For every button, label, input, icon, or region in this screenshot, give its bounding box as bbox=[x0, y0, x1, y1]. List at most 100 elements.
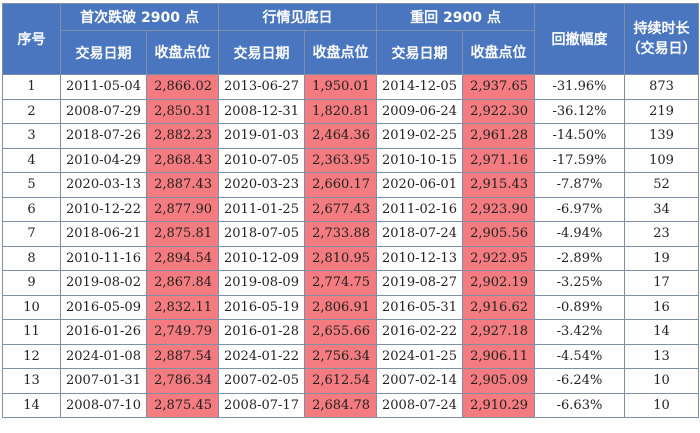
cell-first-break-date: 2016-05-09 bbox=[60, 294, 147, 320]
cell-seq: 7 bbox=[2, 221, 61, 247]
cell-back-close: 2,902.19 bbox=[462, 270, 535, 296]
cell-first-break-close: 2,832.11 bbox=[146, 294, 219, 320]
cell-duration: 10 bbox=[624, 392, 699, 418]
cell-duration: 10 bbox=[624, 368, 699, 394]
cell-seq: 9 bbox=[2, 270, 61, 296]
cell-bottom-close: 2,464.36 bbox=[304, 123, 377, 149]
cell-back-close: 2,906.11 bbox=[462, 343, 535, 369]
cell-drawdown: -3.42% bbox=[534, 319, 625, 345]
cell-drawdown: -31.96% bbox=[534, 74, 625, 100]
table-row: 1 2011-05-04 2,866.02 2013-06-27 1,950.01 201… bbox=[2, 74, 699, 100]
cell-bottom-date: 2010-07-05 bbox=[218, 147, 305, 173]
header-duration-line2: （交易日） bbox=[626, 41, 697, 57]
header-bottom: 行情见底日 bbox=[218, 3, 377, 31]
cell-bottom-close: 2,810.95 bbox=[304, 245, 377, 271]
cell-bottom-close: 2,677.43 bbox=[304, 196, 377, 222]
cell-first-break-close: 2,882.23 bbox=[146, 123, 219, 149]
cell-back-close: 2,916.62 bbox=[462, 294, 535, 320]
cell-bottom-date: 2016-05-19 bbox=[218, 294, 305, 320]
cell-bottom-close: 1,820.81 bbox=[304, 98, 377, 124]
table-row: 14 2008-07-10 2,875.45 2008-07-17 2,684.78 20… bbox=[2, 392, 699, 418]
cell-back-date: 2019-08-27 bbox=[376, 270, 463, 296]
cell-first-break-close: 2,887.43 bbox=[146, 172, 219, 198]
cell-bottom-date: 2016-01-28 bbox=[218, 319, 305, 345]
cell-drawdown: -36.12% bbox=[534, 98, 625, 124]
cell-duration: 13 bbox=[624, 343, 699, 369]
table-row: 4 2010-04-29 2,868.43 2010-07-05 2,363.95 201… bbox=[2, 147, 699, 173]
cell-drawdown: -14.50% bbox=[534, 123, 625, 149]
cell-seq: 1 bbox=[2, 74, 61, 100]
cell-first-break-date: 2011-05-04 bbox=[60, 74, 147, 100]
cell-back-close: 2,937.65 bbox=[462, 74, 535, 100]
cell-drawdown: -6.63% bbox=[534, 392, 625, 418]
cell-back-date: 2016-05-31 bbox=[376, 294, 463, 320]
cell-first-break-close: 2,887.54 bbox=[146, 343, 219, 369]
cell-back-close: 2,922.30 bbox=[462, 98, 535, 124]
cell-first-break-close: 2,868.43 bbox=[146, 147, 219, 173]
cell-first-break-close: 2,875.81 bbox=[146, 221, 219, 247]
cell-drawdown: -6.97% bbox=[534, 196, 625, 222]
header-seq: 序号 bbox=[2, 3, 61, 75]
cell-duration: 139 bbox=[624, 123, 699, 149]
header-first-break: 首次跌破 2900 点 bbox=[60, 3, 219, 31]
cell-bottom-close: 2,363.95 bbox=[304, 147, 377, 173]
table-row: 12 2024-01-08 2,887.54 2024-01-22 2,756.34 20… bbox=[2, 343, 699, 369]
cell-duration: 219 bbox=[624, 98, 699, 124]
header-close-point: 收盘点位 bbox=[462, 30, 535, 75]
cell-first-break-date: 2008-07-29 bbox=[60, 98, 147, 124]
cell-bottom-close: 2,774.75 bbox=[304, 270, 377, 296]
cell-back-date: 2016-02-22 bbox=[376, 319, 463, 345]
cell-back-date: 2020-06-01 bbox=[376, 172, 463, 198]
header-close-point: 收盘点位 bbox=[146, 30, 219, 75]
table-row: 5 2020-03-13 2,887.43 2020-03-23 2,660.17 202… bbox=[2, 172, 699, 198]
cell-first-break-close: 2,894.54 bbox=[146, 245, 219, 271]
cell-seq: 10 bbox=[2, 294, 61, 320]
table-container: 序号 首次跌破 2900 点 行情见底日 重回 2900 点 回撤幅度 持续时长… bbox=[2, 3, 699, 418]
cell-bottom-close: 2,612.54 bbox=[304, 368, 377, 394]
header-trade-date: 交易日期 bbox=[60, 30, 147, 75]
cell-first-break-date: 2008-07-10 bbox=[60, 392, 147, 418]
cell-bottom-date: 2007-02-05 bbox=[218, 368, 305, 394]
cell-bottom-close: 2,660.17 bbox=[304, 172, 377, 198]
table-row: 11 2016-01-26 2,749.79 2016-01-28 2,655.66 20… bbox=[2, 319, 699, 345]
cell-first-break-date: 2024-01-08 bbox=[60, 343, 147, 369]
cell-first-break-close: 2,866.02 bbox=[146, 74, 219, 100]
cell-back-date: 2007-02-14 bbox=[376, 368, 463, 394]
cell-duration: 16 bbox=[624, 294, 699, 320]
cell-first-break-date: 2019-08-02 bbox=[60, 270, 147, 296]
cell-bottom-close: 2,733.88 bbox=[304, 221, 377, 247]
cell-back-close: 2,971.16 bbox=[462, 147, 535, 173]
table-row: 9 2019-08-02 2,867.84 2019-08-09 2,774.75 201… bbox=[2, 270, 699, 296]
cell-bottom-date: 2010-12-09 bbox=[218, 245, 305, 271]
cell-duration: 17 bbox=[624, 270, 699, 296]
cell-bottom-date: 2008-12-31 bbox=[218, 98, 305, 124]
header-trade-date: 交易日期 bbox=[218, 30, 305, 75]
header-drawdown: 回撤幅度 bbox=[534, 3, 625, 75]
cell-seq: 4 bbox=[2, 147, 61, 173]
table-header: 序号 首次跌破 2900 点 行情见底日 重回 2900 点 回撤幅度 持续时长… bbox=[2, 3, 699, 75]
cell-bottom-date: 2024-01-22 bbox=[218, 343, 305, 369]
cell-seq: 11 bbox=[2, 319, 61, 345]
cell-seq: 3 bbox=[2, 123, 61, 149]
cell-drawdown: -0.89% bbox=[534, 294, 625, 320]
cell-duration: 109 bbox=[624, 147, 699, 173]
table-body: 1 2011-05-04 2,866.02 2013-06-27 1,950.01 201… bbox=[2, 74, 699, 418]
cell-first-break-date: 2018-06-21 bbox=[60, 221, 147, 247]
cell-back-date: 2009-06-24 bbox=[376, 98, 463, 124]
cell-back-close: 2,923.90 bbox=[462, 196, 535, 222]
cell-back-date: 2018-07-24 bbox=[376, 221, 463, 247]
cell-bottom-close: 2,756.34 bbox=[304, 343, 377, 369]
cell-bottom-close: 1,950.01 bbox=[304, 74, 377, 100]
cell-back-date: 2010-10-15 bbox=[376, 147, 463, 173]
cell-back-close: 2,927.18 bbox=[462, 319, 535, 345]
cell-seq: 13 bbox=[2, 368, 61, 394]
table-row: 8 2010-11-16 2,894.54 2010-12-09 2,810.95 201… bbox=[2, 245, 699, 271]
cell-bottom-date: 2008-07-17 bbox=[218, 392, 305, 418]
cell-duration: 19 bbox=[624, 245, 699, 271]
cell-first-break-close: 2,875.45 bbox=[146, 392, 219, 418]
data-table: 序号 首次跌破 2900 点 行情见底日 重回 2900 点 回撤幅度 持续时长… bbox=[2, 3, 699, 418]
cell-first-break-close: 2,850.31 bbox=[146, 98, 219, 124]
cell-drawdown: -6.24% bbox=[534, 368, 625, 394]
cell-first-break-date: 2010-04-29 bbox=[60, 147, 147, 173]
cell-bottom-date: 2018-07-05 bbox=[218, 221, 305, 247]
